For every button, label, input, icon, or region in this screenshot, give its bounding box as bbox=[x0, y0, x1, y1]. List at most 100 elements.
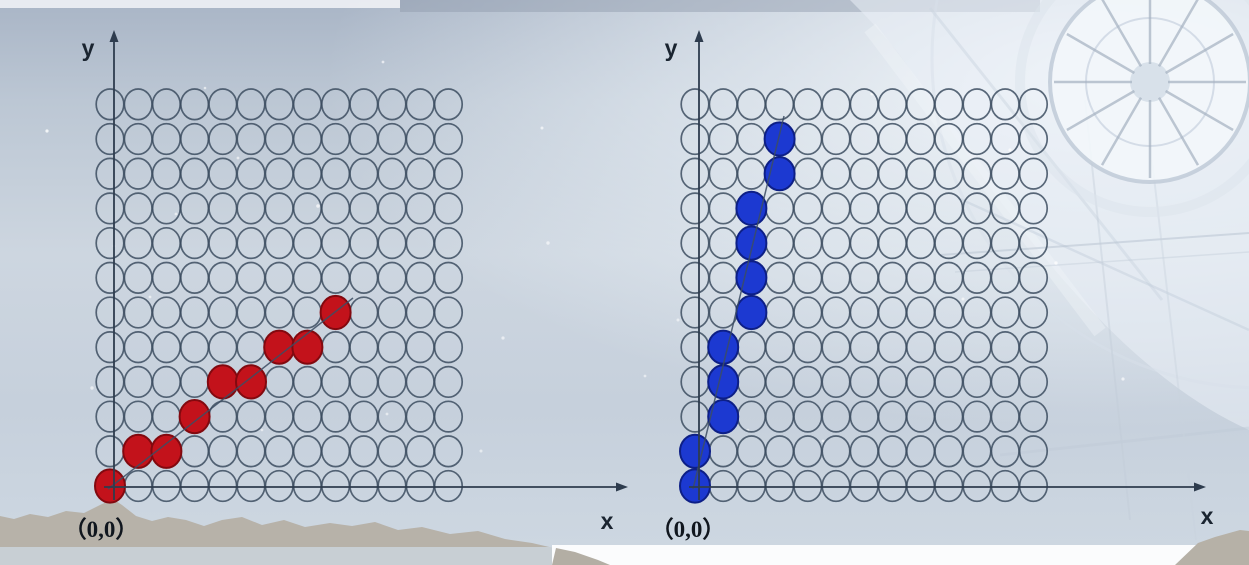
grid-cell bbox=[349, 261, 379, 294]
grid-cell bbox=[1018, 435, 1049, 468]
grid-cell bbox=[934, 192, 964, 225]
grid-cell bbox=[292, 157, 323, 190]
grid-cell bbox=[405, 226, 435, 260]
grid-cell bbox=[793, 400, 823, 433]
grid-cell bbox=[292, 365, 323, 399]
grid-cell bbox=[708, 88, 738, 121]
grid-cell bbox=[123, 88, 153, 121]
grid-cell bbox=[877, 226, 908, 260]
grid-cell bbox=[990, 435, 1020, 468]
grid-cell bbox=[433, 331, 464, 364]
grid-cell bbox=[934, 122, 964, 156]
grid-cell bbox=[123, 331, 153, 364]
y-axis-label-left: y bbox=[82, 35, 95, 61]
grid-cell bbox=[320, 88, 351, 121]
dish-outer-ring bbox=[1015, 0, 1249, 217]
grid-cell bbox=[95, 435, 125, 468]
grid-cell bbox=[990, 226, 1020, 260]
grid-cell bbox=[990, 122, 1020, 156]
structure-line bbox=[1151, 159, 1197, 541]
grid-cell bbox=[405, 88, 435, 121]
grid-cell bbox=[349, 331, 379, 364]
grid-cell bbox=[821, 261, 851, 294]
grid-cell bbox=[821, 365, 851, 399]
grid-cell bbox=[123, 469, 153, 503]
grid-cell bbox=[793, 192, 823, 225]
grid-cell bbox=[849, 435, 879, 468]
filled-pixel-right bbox=[679, 468, 711, 504]
grid-cell bbox=[377, 122, 407, 156]
filled-pixel-right bbox=[679, 433, 711, 469]
grid-cell bbox=[264, 296, 294, 329]
grid-cell bbox=[264, 400, 294, 433]
grid-cell bbox=[405, 331, 435, 364]
grid-cell bbox=[793, 296, 823, 329]
grid-cell bbox=[151, 88, 182, 121]
grid-cell bbox=[877, 469, 908, 503]
grid-cell bbox=[208, 400, 238, 433]
grid-cell bbox=[821, 88, 851, 121]
grid-cell bbox=[962, 365, 992, 399]
ideal-line-right bbox=[692, 115, 785, 490]
grid-cell bbox=[179, 226, 210, 260]
grid-cell bbox=[877, 122, 908, 156]
grid-cell bbox=[821, 400, 851, 433]
grid-cell bbox=[821, 226, 851, 260]
grid-cell bbox=[151, 331, 182, 364]
grid-cell bbox=[962, 435, 992, 468]
dish-spokes bbox=[1054, 0, 1246, 178]
x-axis-arrow bbox=[616, 482, 628, 492]
grid-cell bbox=[849, 365, 879, 399]
grid-cell bbox=[736, 435, 767, 468]
grid-cell bbox=[708, 469, 738, 503]
filled-pixel-right bbox=[707, 364, 740, 400]
terrain-wedge bbox=[552, 548, 610, 565]
bottom-right-rock bbox=[1175, 530, 1249, 565]
grid-cell bbox=[1018, 226, 1049, 260]
grid-cell bbox=[208, 226, 238, 260]
grid-cell bbox=[905, 400, 936, 433]
grid-cell bbox=[179, 469, 210, 503]
grid-cell bbox=[292, 192, 323, 225]
grid-cell bbox=[680, 88, 710, 121]
grid-cell bbox=[151, 261, 182, 294]
pixel-grid-panel-left: y x （0,0） bbox=[64, 30, 628, 542]
grid-cell bbox=[433, 435, 464, 468]
axes-right bbox=[689, 30, 1206, 500]
dish-spoke bbox=[1100, 96, 1143, 166]
grid-cell bbox=[849, 88, 879, 121]
grid-cell bbox=[821, 157, 851, 190]
grid-cell bbox=[433, 296, 464, 329]
grid-cell bbox=[877, 331, 908, 364]
grid-cell bbox=[877, 261, 908, 294]
grid-cell bbox=[934, 296, 964, 329]
grid-cell bbox=[433, 365, 464, 399]
grid-cell bbox=[1018, 365, 1049, 399]
grid-cell bbox=[793, 365, 823, 399]
origin-label-right: （0,0） bbox=[651, 516, 726, 542]
dish bbox=[1015, 0, 1249, 217]
grid-cell bbox=[905, 88, 936, 121]
grid-cell bbox=[433, 88, 464, 121]
x-axis-label-right: x bbox=[1201, 503, 1214, 529]
grid-cell bbox=[377, 296, 407, 329]
dish-rim bbox=[1048, 0, 1249, 184]
grid-cell bbox=[905, 157, 936, 190]
grid-cell bbox=[990, 400, 1020, 433]
grid-cell bbox=[151, 365, 182, 399]
grid-cell bbox=[264, 122, 294, 156]
x-axis-label-left: x bbox=[601, 508, 614, 534]
grid-cell bbox=[320, 122, 351, 156]
grid-cell bbox=[680, 296, 710, 329]
filled-pixel-right bbox=[735, 260, 768, 296]
grid-cell bbox=[962, 261, 992, 294]
pixel-grid-panel-right: y x （0,0） bbox=[651, 30, 1214, 542]
grid-cell bbox=[1018, 88, 1049, 121]
grid-cell bbox=[793, 435, 823, 468]
grid-cell bbox=[821, 331, 851, 364]
grid-cell bbox=[934, 261, 964, 294]
grid-cell bbox=[292, 435, 323, 468]
grid-cell bbox=[849, 331, 879, 364]
grid-cell bbox=[377, 331, 407, 364]
grid-cell bbox=[349, 88, 379, 121]
